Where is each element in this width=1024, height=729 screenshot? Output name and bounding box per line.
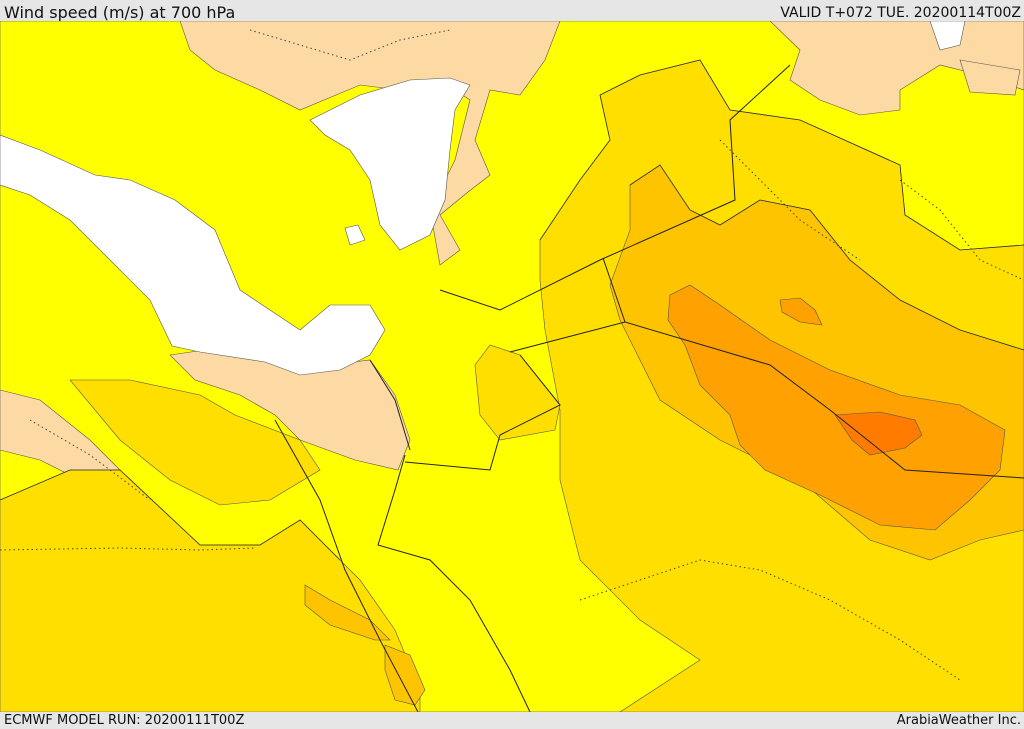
zone-moderate-west-band <box>69 379 321 506</box>
zone-high-blob <box>779 297 823 326</box>
zone-high-jet <box>667 284 1006 531</box>
zone-moderate-jordan <box>474 344 561 441</box>
zone-elevated-redsea <box>304 584 391 641</box>
zone-elevated-redsea-2 <box>384 644 426 706</box>
model-run: ECMWF MODEL RUN: 20200111T00Z <box>4 713 245 728</box>
header-bar: Wind speed (m/s) at 700 hPa VALID T+072 … <box>0 0 1024 22</box>
zone-very-low-ne1 <box>769 21 1024 116</box>
country-borders <box>274 64 1024 712</box>
admin-line <box>249 29 451 61</box>
admin-line <box>29 419 151 501</box>
valid-time: VALID T+072 TUE. 20200114T00Z <box>780 5 1021 21</box>
zone-very-low-ne2 <box>959 59 1021 96</box>
admin-line <box>719 139 861 261</box>
border-line <box>369 359 411 451</box>
border-line <box>602 257 626 323</box>
zone-calm-levant <box>309 77 471 251</box>
footer-bar: ECMWF MODEL RUN: 20200111T00Z ArabiaWeat… <box>0 712 1024 729</box>
zone-very-high-core <box>834 411 923 456</box>
zone-calm-ne <box>929 21 966 51</box>
provider-credit: ArabiaWeather Inc. <box>896 713 1021 728</box>
contour-lines <box>0 59 1024 561</box>
map-title: Wind speed (m/s) at 700 hPa <box>4 3 236 22</box>
admin-line <box>579 559 961 681</box>
border-line <box>404 354 561 471</box>
contour-line <box>629 164 1024 351</box>
contour-line <box>599 59 1024 251</box>
admin-line <box>899 179 1024 281</box>
border-line <box>509 321 1024 479</box>
contour-line <box>0 469 341 561</box>
zone-calm-mediterranean <box>0 134 386 376</box>
zone-very-low-north <box>179 21 561 266</box>
border-line <box>274 419 419 712</box>
wind-speed-map <box>0 21 1024 712</box>
border-line <box>439 64 791 311</box>
contour-line <box>539 94 611 241</box>
zone-calm-islet <box>344 224 366 246</box>
border-line <box>377 454 531 712</box>
admin-boundaries <box>0 29 1024 681</box>
